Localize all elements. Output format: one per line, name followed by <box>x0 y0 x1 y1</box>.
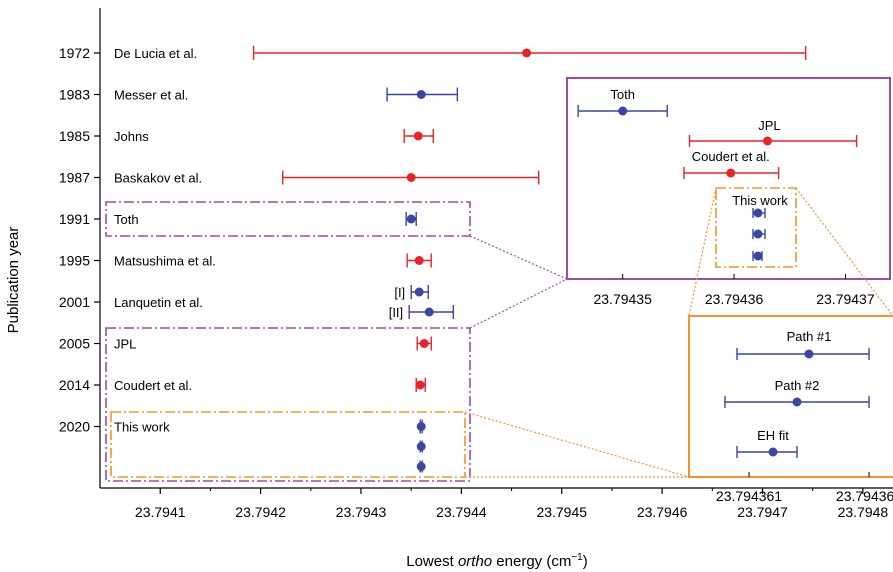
inset-upper-label: Toth <box>610 87 635 102</box>
this-work-extra-2-point <box>416 462 426 471</box>
inset-upper-label: JPL <box>758 118 780 133</box>
connector-upper-1 <box>469 235 568 280</box>
y-tick-label: 2005 <box>59 336 90 352</box>
y-tick-label: 1991 <box>59 211 90 227</box>
series-label: This work <box>114 420 170 435</box>
x-tick-label: 23.7943 <box>336 504 387 520</box>
row-1-point <box>416 90 426 99</box>
row-6-point <box>414 287 424 297</box>
row-9-point <box>415 380 425 390</box>
inset-upper-tick-label: 23.79436 <box>705 291 764 307</box>
series-label: Baskakov et al. <box>114 171 202 186</box>
row-8-point <box>419 339 429 348</box>
inset-upper-tick-label: 23.79437 <box>816 291 875 307</box>
inset-lower-frame <box>688 315 893 478</box>
inset-upper-label: Coudert et al. <box>692 149 770 164</box>
y-tick-label: 2020 <box>59 419 90 435</box>
series-label: Coudert et al. <box>114 378 192 393</box>
series-tag: [II] <box>389 305 403 320</box>
series-label: JPL <box>114 337 136 352</box>
inset-upper-2-point <box>726 168 736 178</box>
y-tick-label: 2001 <box>59 294 90 310</box>
row-3-point <box>406 173 416 182</box>
inset-lower-label: Path #1 <box>787 329 832 344</box>
inset-lower-label: EH fit <box>757 428 789 443</box>
y-tick-label: 1983 <box>59 87 90 103</box>
this-work-extra-1-point <box>416 442 426 451</box>
frame-toth <box>105 201 471 237</box>
x-axis-title: Lowest ortho energy (cm−1) <box>406 552 588 570</box>
series-label: Messer et al. <box>114 88 188 103</box>
inset-upper: 23.79435 23.79436 23.79437 Toth JPL Coudert e… <box>566 77 893 317</box>
y-tick-label: 2014 <box>59 377 90 393</box>
x-tick-label: 23.7941 <box>135 504 186 520</box>
inset-upper-0-point <box>618 106 628 116</box>
inset-upper-1-point <box>762 136 772 146</box>
inset-upper-this-work-0-point <box>753 208 763 218</box>
frames <box>105 201 690 482</box>
y-tick-label: 1985 <box>59 128 90 144</box>
connector-upper-2 <box>469 278 568 329</box>
y-axis-title: Publication year <box>5 227 22 334</box>
x-tick-label: 23.7946 <box>637 504 688 520</box>
inset-upper-this-work-label: This work <box>732 193 788 208</box>
inset-upper-this-work-1-point <box>753 229 763 239</box>
x-tick-label: 23.7945 <box>536 504 587 520</box>
series-label: Matsushima et al. <box>114 254 216 269</box>
row-0-point <box>522 48 532 58</box>
x-tick-label: 23.7944 <box>436 504 487 520</box>
main-plot: 23.7941 23.7942 23.7943 23.7944 23.7945 23.79… <box>59 8 893 520</box>
x-tick-label: 23.7942 <box>235 504 286 520</box>
y-tick-label: 1995 <box>59 253 90 269</box>
y-tick-label: 1987 <box>59 170 90 186</box>
y-tick-label: 1972 <box>59 45 90 61</box>
inset-upper-this-work-frame <box>715 187 797 268</box>
inset-lower-2-point <box>768 447 778 457</box>
inset-upper-tick-label: 23.79435 <box>593 291 652 307</box>
series-label: Lanquetin et al. <box>114 295 203 310</box>
connector-lower-1 <box>464 411 690 478</box>
series-tag: [I] <box>394 285 405 300</box>
row-4-point <box>406 214 416 224</box>
frame-this-work <box>110 411 466 478</box>
series-label: Johns <box>114 129 149 144</box>
row-10-point <box>416 422 426 431</box>
x-tick-label: 23.7948 <box>838 504 889 520</box>
row-7-point <box>424 307 434 317</box>
x-tick-label: 23.7947 <box>737 504 788 520</box>
connector-inset-2 <box>795 187 893 317</box>
inset-lower-tick-label: 23.794361 <box>716 488 782 504</box>
inset-lower-1-point <box>792 397 802 407</box>
row-2-point <box>413 131 423 141</box>
inset-lower-0-point <box>804 349 814 359</box>
series-label: De Lucia et al. <box>114 46 197 61</box>
frame-2005-2020 <box>105 327 471 482</box>
inset-lower-label: Path #2 <box>775 378 820 393</box>
connector-inset-1 <box>688 187 717 317</box>
row-5-point <box>414 256 424 265</box>
inset-upper-this-work-2-point <box>753 251 763 261</box>
series-label: Toth <box>114 212 139 227</box>
